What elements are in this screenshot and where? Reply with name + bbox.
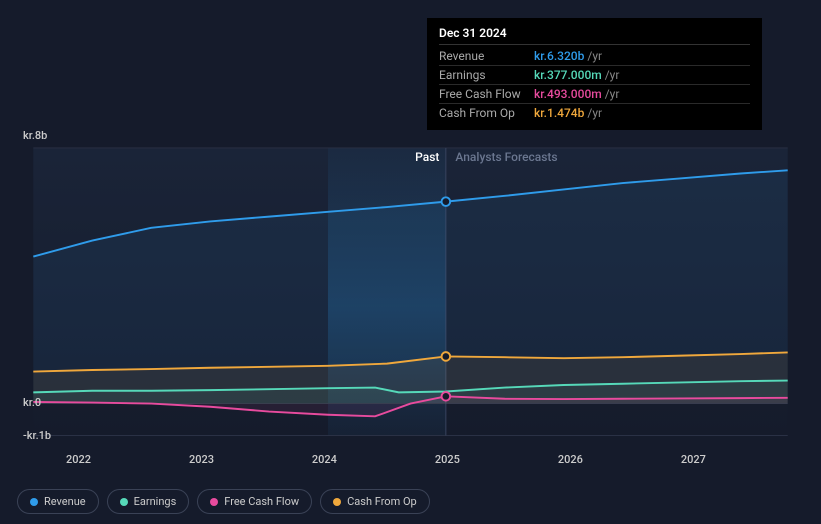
- chart-legend: Revenue Earnings Free Cash Flow Cash Fro…: [17, 489, 430, 514]
- x-axis-tick-label: 2027: [681, 453, 706, 466]
- x-axis-tick-label: 2022: [66, 453, 91, 466]
- legend-item-revenue[interactable]: Revenue: [17, 489, 99, 514]
- past-label: Past: [415, 150, 439, 164]
- tooltip-row: Cash From Op kr.1.474b /yr: [439, 104, 750, 122]
- x-axis-tick-label: 2024: [312, 453, 337, 466]
- legend-dot-icon: [30, 498, 38, 506]
- y-axis-tick-label: -kr.1b: [23, 429, 51, 442]
- tooltip-metric-suffix: /yr: [587, 106, 602, 120]
- x-axis-tick-label: 2025: [435, 453, 460, 466]
- tooltip-row: Free Cash Flow kr.493.000m /yr: [439, 85, 750, 104]
- y-axis-tick-label: kr.8b: [23, 129, 47, 142]
- tooltip-metric-label: Free Cash Flow: [439, 87, 534, 101]
- tooltip-metric-suffix: /yr: [587, 49, 602, 63]
- tooltip-metric-suffix: /yr: [605, 68, 620, 82]
- tooltip-metric-value: kr.377.000m: [534, 68, 602, 82]
- tooltip-row: Revenue kr.6.320b /yr: [439, 47, 750, 66]
- tooltip-rows: Revenue kr.6.320b /yrEarnings kr.377.000…: [439, 47, 750, 122]
- tooltip-row: Earnings kr.377.000m /yr: [439, 66, 750, 85]
- legend-label: Earnings: [134, 495, 177, 508]
- y-axis-tick-label: kr.0: [23, 396, 41, 409]
- tooltip-metric-label: Revenue: [439, 49, 534, 63]
- legend-dot-icon: [333, 498, 341, 506]
- tooltip-metric-suffix: /yr: [605, 87, 620, 101]
- x-axis-tick-label: 2023: [189, 453, 214, 466]
- legend-dot-icon: [210, 498, 218, 506]
- legend-item-fcf[interactable]: Free Cash Flow: [197, 489, 312, 514]
- x-axis-tick-label: 2026: [558, 453, 583, 466]
- legend-item-earnings[interactable]: Earnings: [107, 489, 190, 514]
- tooltip-metric-value: kr.6.320b: [534, 49, 584, 63]
- tooltip-metric-value: kr.1.474b: [534, 106, 584, 120]
- legend-label: Free Cash Flow: [224, 495, 299, 508]
- legend-label: Cash From Op: [347, 495, 417, 508]
- tooltip-metric-value: kr.493.000m: [534, 87, 602, 101]
- tooltip-metric-label: Cash From Op: [439, 106, 534, 120]
- forecast-label: Analysts Forecasts: [455, 150, 557, 164]
- tooltip-metric-label: Earnings: [439, 68, 534, 82]
- legend-item-cfo[interactable]: Cash From Op: [320, 489, 430, 514]
- legend-dot-icon: [120, 498, 128, 506]
- chart-tooltip: Dec 31 2024 Revenue kr.6.320b /yrEarning…: [427, 18, 762, 130]
- legend-label: Revenue: [44, 495, 86, 508]
- tooltip-date: Dec 31 2024: [439, 26, 750, 45]
